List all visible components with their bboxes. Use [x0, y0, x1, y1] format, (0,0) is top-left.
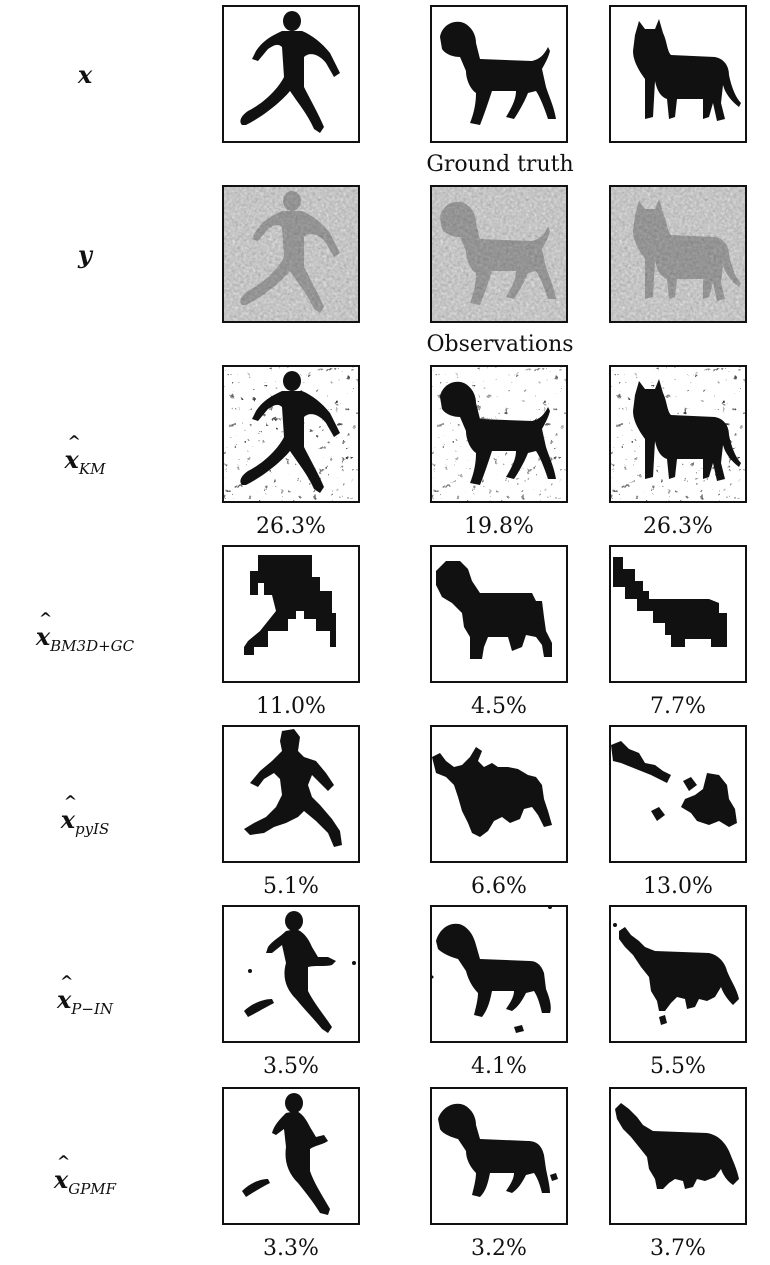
- gpmf-error-2: 3.2%: [471, 1236, 527, 1261]
- observation-image-2: [430, 185, 568, 323]
- row-label-ground-truth: x: [77, 60, 93, 89]
- km-error-1: 26.3%: [256, 514, 326, 539]
- row-label-p-in: xP−IN: [0, 972, 170, 1018]
- gpmf-result-image-3: [609, 1087, 747, 1225]
- observations-caption: Observations: [426, 332, 574, 357]
- km-result-image-1: [222, 365, 360, 503]
- p-in-error-1: 3.5%: [263, 1054, 319, 1079]
- km-error-2: 19.8%: [464, 514, 534, 539]
- bm3d-gc-result-image-3: [609, 545, 747, 683]
- bm3d-gc-result-image-1: [222, 545, 360, 683]
- blocky-runner: [244, 555, 336, 655]
- row-label-bm3d-gc: xBM3D+GC: [0, 609, 170, 655]
- observation-image-3: [609, 185, 747, 323]
- ground-truth-caption: Ground truth: [426, 152, 574, 177]
- ragged-runner: [244, 729, 342, 847]
- noisy-dog: [432, 187, 566, 321]
- bm3d-gc-error-3: 7.7%: [650, 694, 706, 719]
- bm3d-gc-result-image-2: [430, 545, 568, 683]
- row-label-gpmf: xGPMF: [0, 1152, 170, 1198]
- pyis-result-image-3: [609, 725, 747, 863]
- p-in-cat: [613, 923, 739, 1025]
- p-in-error-2: 4.1%: [471, 1054, 527, 1079]
- bm3d-gc-error-1: 11.0%: [256, 694, 326, 719]
- ragged-dog: [432, 747, 552, 837]
- p-in-result-image-1: [222, 905, 360, 1043]
- ground-truth-image-2: [430, 5, 568, 143]
- p-in-error-3: 5.5%: [650, 1054, 706, 1079]
- row-label-km: xKM: [0, 432, 170, 478]
- blocky-cat: [613, 557, 727, 647]
- pyis-result-image-1: [222, 725, 360, 863]
- ragged-cat: [611, 741, 737, 827]
- p-in-dog: [432, 907, 552, 1033]
- row-label-pyis: xpyIS: [0, 792, 170, 838]
- bm3d-gc-error-2: 4.5%: [471, 694, 527, 719]
- km-speckle-runner: [224, 367, 358, 501]
- row-label-observation: y: [78, 240, 92, 269]
- gpmf-result-image-2: [430, 1087, 568, 1225]
- cat-silhouette: [633, 19, 741, 121]
- noisy-cat: [611, 187, 745, 321]
- p-in-runner: [244, 911, 356, 1033]
- gpmf-result-image-1: [222, 1087, 360, 1225]
- gpmf-error-3: 3.7%: [650, 1236, 706, 1261]
- km-error-3: 26.3%: [643, 514, 713, 539]
- km-result-image-2: [430, 365, 568, 503]
- gpmf-cat: [615, 1103, 739, 1189]
- blocky-dog: [436, 561, 552, 659]
- observation-image-1: [222, 185, 360, 323]
- pyis-result-image-2: [430, 725, 568, 863]
- gpmf-error-1: 3.3%: [263, 1236, 319, 1261]
- p-in-result-image-2: [430, 905, 568, 1043]
- ground-truth-image-1: [222, 5, 360, 143]
- pyis-error-2: 6.6%: [471, 874, 527, 899]
- gpmf-dog: [438, 1103, 558, 1197]
- runner-silhouette: [240, 11, 340, 133]
- ground-truth-image-3: [609, 5, 747, 143]
- noisy-runner: [224, 187, 358, 321]
- gpmf-runner: [242, 1093, 330, 1215]
- dog-silhouette: [440, 21, 556, 125]
- km-speckle-dog: [432, 367, 566, 501]
- p-in-result-image-3: [609, 905, 747, 1043]
- pyis-error-3: 13.0%: [643, 874, 713, 899]
- km-speckle-cat: [611, 367, 745, 501]
- pyis-error-1: 5.1%: [263, 874, 319, 899]
- km-result-image-3: [609, 365, 747, 503]
